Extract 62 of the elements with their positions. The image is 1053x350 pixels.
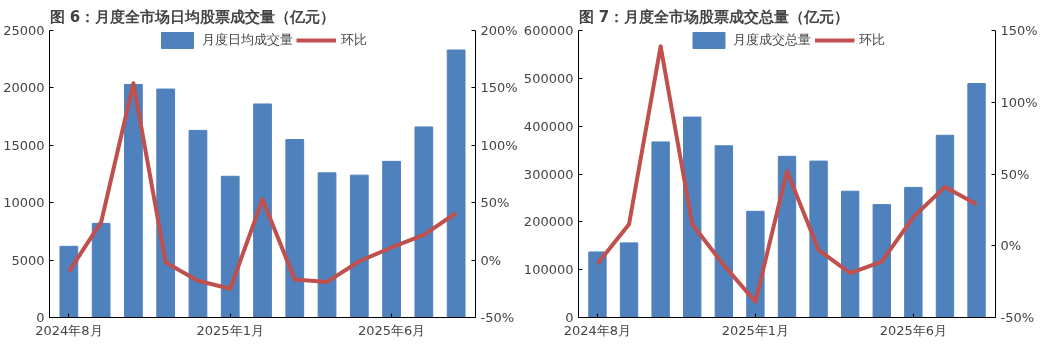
bar (619, 242, 639, 318)
bar (651, 141, 670, 318)
bar (156, 88, 176, 318)
bar (317, 172, 337, 318)
y2-tick-label: 100% (480, 137, 518, 153)
line-series (66, 81, 459, 291)
legend-label: 环比 (341, 31, 367, 49)
y2-tick-label: 0% (1000, 238, 1022, 254)
y2-tick-label: -50% (1000, 310, 1035, 325)
y2-tick-label: 0% (480, 252, 502, 268)
y-tick-label: 500000 (523, 70, 574, 86)
bar (872, 204, 891, 318)
y2-tick-label: 50% (480, 195, 510, 211)
bar (349, 174, 369, 318)
y2-tick-label: 200% (480, 23, 518, 38)
x-tick-label: 2024年8月 (563, 322, 632, 338)
legend-label: 月度日均成交量 (202, 31, 293, 49)
y-tick-label: 600000 (523, 23, 574, 38)
line-series (595, 44, 979, 304)
legend-label: 环比 (859, 31, 885, 49)
x-tick-label: 2024年8月 (35, 322, 103, 338)
chart-title: 图 6：月度全市场日均股票成交量（亿元） (49, 7, 336, 26)
bar (382, 160, 401, 318)
y-tick-label: 15000 (3, 137, 45, 153)
bar (188, 129, 208, 318)
bar (285, 139, 305, 318)
y-tick-label: 100000 (523, 262, 574, 278)
bar (414, 126, 434, 318)
legend-label: 月度成交总量 (733, 31, 811, 49)
y2-tick-label: -50% (480, 310, 515, 325)
bar (59, 245, 79, 318)
x-tick-label: 2025年6月 (879, 322, 948, 338)
bar (91, 222, 111, 318)
bar (253, 103, 272, 318)
y-tick-label: 300000 (523, 166, 574, 182)
chart-title: 图 7：月度全市场股票成交总量（亿元） (578, 7, 850, 26)
y-tick-label: 10000 (3, 195, 45, 211)
y-tick-label: 0 (565, 310, 574, 325)
y-tick-label: 5000 (11, 252, 45, 268)
y-tick-label: 400000 (523, 118, 574, 134)
bar (124, 83, 143, 318)
x-tick-label: 2025年6月 (357, 322, 426, 338)
bar (840, 190, 860, 318)
y-tick-label: 25000 (3, 23, 45, 38)
bar (967, 83, 986, 318)
bar (809, 160, 828, 318)
y-tick-label: 200000 (523, 214, 574, 230)
y2-tick-label: 50% (1000, 166, 1030, 182)
y-tick-label: 20000 (3, 80, 45, 96)
x-tick-label: 2025年1月 (196, 322, 264, 338)
y2-tick-label: 100% (1000, 94, 1038, 110)
y2-tick-label: 150% (480, 80, 518, 96)
bar (446, 49, 466, 318)
bar (904, 186, 923, 318)
x-tick-label: 2025年1月 (721, 322, 790, 338)
y2-tick-label: 150% (1000, 23, 1038, 38)
bar (683, 116, 702, 318)
bar (588, 251, 607, 318)
y-tick-label: 0 (36, 310, 45, 325)
bar (220, 175, 240, 318)
bar (935, 134, 955, 318)
bar (714, 145, 734, 318)
